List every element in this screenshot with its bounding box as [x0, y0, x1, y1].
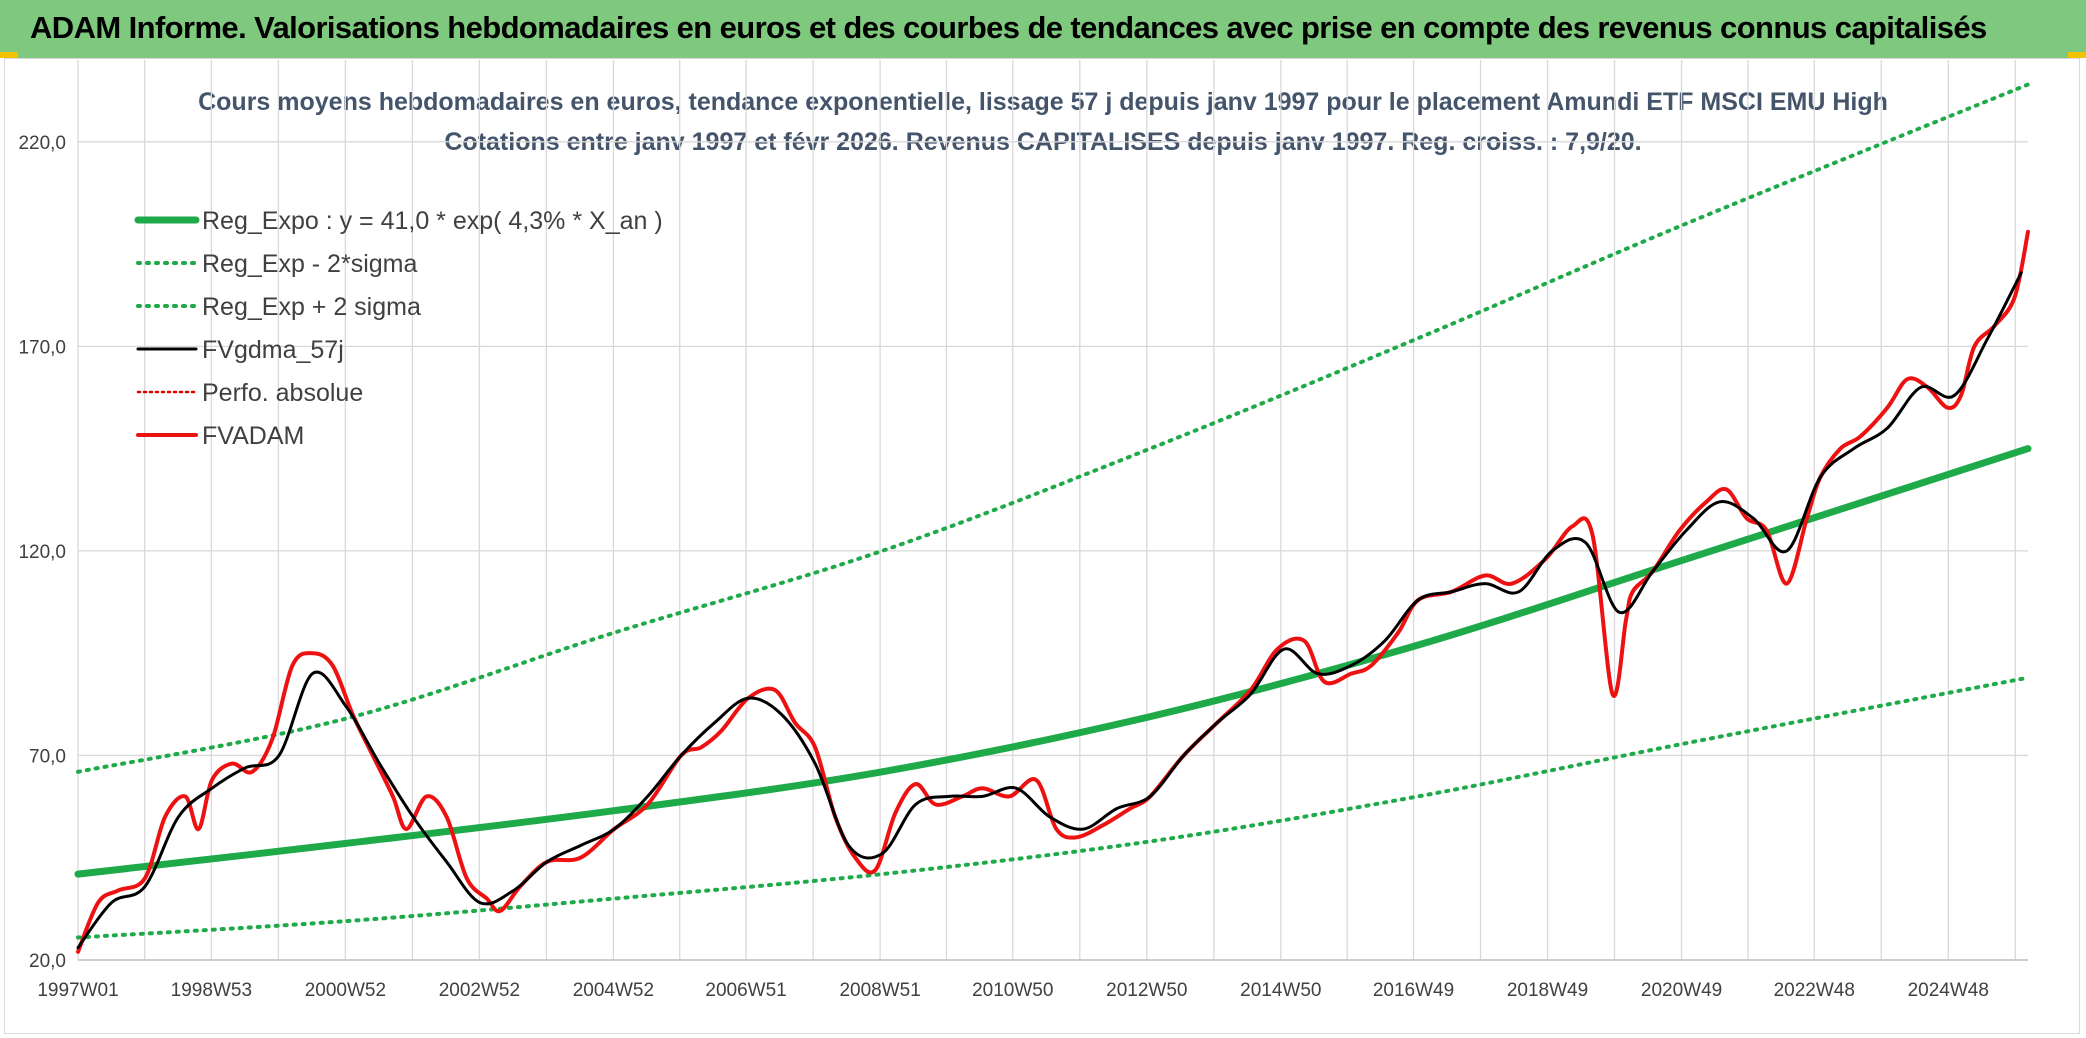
legend-label-perf: Perfo. absolue [202, 379, 363, 407]
x-tick-label: 2008W51 [839, 980, 920, 1001]
corner-accent-right [2068, 52, 2086, 58]
x-tick-label: 2010W50 [972, 980, 1053, 1001]
x-tick-label: 2020W49 [1641, 980, 1722, 1001]
y-tick-label: 220,0 [18, 133, 66, 154]
series-line-smooth [76, 271, 2023, 950]
x-tick-label: 2004W52 [573, 980, 654, 1001]
legend-label-trend: Reg_Expo : y = 41,0 * exp( 4,3% * X_an ) [202, 207, 663, 235]
x-tick-label: 2000W52 [305, 980, 386, 1001]
axis-layer: 20,0 70,0 120,0 170,0 220,0 1997W01 1998W53 200… [18, 133, 2028, 1001]
x-tick-label: 2024W48 [1908, 980, 1989, 1001]
x-tick-label: 2006W51 [705, 980, 786, 1001]
y-tick-label: 70,0 [29, 746, 66, 767]
x-tick-label: 2014W50 [1240, 980, 1321, 1001]
series-line-trend [74, 445, 2032, 878]
header-banner: ADAM Informe. Valorisations hebdomadaire… [0, 0, 2086, 58]
legend-label-upper: Reg_Exp + 2 sigma [202, 293, 421, 321]
x-tick-label: 2018W49 [1507, 980, 1588, 1001]
page-title: ADAM Informe. Valorisations hebdomadaire… [30, 10, 1987, 45]
series-layer [74, 82, 2032, 954]
x-tick-label: 1998W53 [171, 980, 252, 1001]
x-tick-label: 2002W52 [439, 980, 520, 1001]
x-tick-label: 2012W50 [1106, 980, 1187, 1001]
chart-frame [4, 58, 2080, 1034]
x-tick-label: 2022W48 [1774, 980, 1855, 1001]
y-tick-label: 20,0 [29, 951, 66, 972]
series-line-upper [76, 82, 2030, 774]
corner-accent-left [0, 52, 18, 58]
chart-title: Cours moyens hebdomadaires en euros, ten… [198, 88, 1888, 116]
legend-label-lower: Reg_Exp - 2*sigma [202, 250, 417, 278]
x-tick-label: 1997W01 [37, 980, 118, 1001]
legend-label-smooth: FVgdma_57j [202, 336, 344, 364]
legend: Reg_Expo : y = 41,0 * exp( 4,3% * X_an )… [134, 207, 663, 450]
y-tick-label: 120,0 [18, 542, 66, 563]
legend-label-fvadam: FVADAM [202, 422, 304, 450]
y-tick-label: 170,0 [18, 337, 66, 358]
series-line-lower [76, 675, 2030, 940]
x-tick-label: 2016W49 [1373, 980, 1454, 1001]
